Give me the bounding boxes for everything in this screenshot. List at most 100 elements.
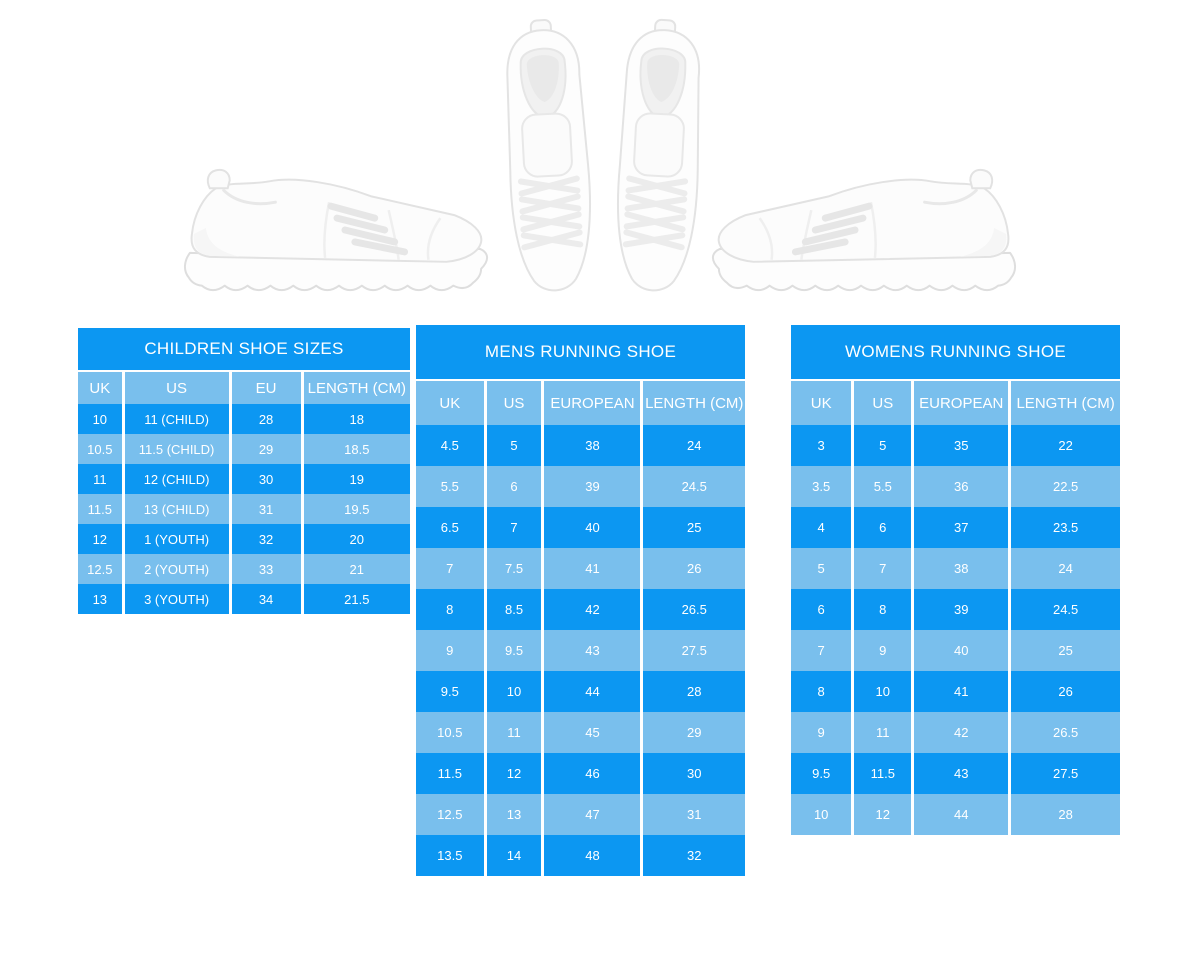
- table-cell: 11 (CHILD): [121, 404, 231, 434]
- table-cell: 3.5: [791, 466, 853, 507]
- table-cell: 23.5: [1008, 507, 1120, 548]
- table-cell: 12.5: [416, 794, 486, 835]
- table-cell: 33: [228, 554, 303, 584]
- table-cell: 3 (YOUTH): [121, 584, 231, 614]
- table-row: 13.5 14 48 32: [416, 835, 745, 876]
- table-cell: 10: [483, 671, 543, 712]
- table-cell: 26: [640, 548, 745, 589]
- table-cell: 28: [228, 404, 303, 434]
- size-table-grid: UK US EUROPEAN LENGTH (CM) 4.5 5 38 24 5.5 6 39 24…: [416, 381, 745, 876]
- table-row: 10 11 (CHILD) 28 18: [78, 404, 410, 434]
- table-cell: 31: [640, 794, 745, 835]
- table-cell: 46: [541, 753, 642, 794]
- table-cell: 4: [791, 507, 853, 548]
- table-cell: 19.5: [300, 494, 410, 524]
- column-header: UK: [416, 381, 486, 425]
- table-cell: 42: [911, 712, 1010, 753]
- table-header-row: UK US EU LENGTH (CM): [78, 372, 410, 404]
- table-cell: 32: [640, 835, 745, 876]
- table-row: 7 7.5 41 26: [416, 548, 745, 589]
- table-row: 5 7 38 24: [791, 548, 1120, 589]
- table-row: 10.5 11 45 29: [416, 712, 745, 753]
- table-cell: 22: [1008, 425, 1120, 466]
- table-cell: 13 (CHILD): [121, 494, 231, 524]
- table-row: 5.5 6 39 24.5: [416, 466, 745, 507]
- table-row: 12 1 (YOUTH) 32 20: [78, 524, 410, 554]
- table-cell: 11: [851, 712, 913, 753]
- table-cell: 32: [228, 524, 303, 554]
- column-header: LENGTH (CM): [300, 372, 410, 404]
- table-cell: 11: [483, 712, 543, 753]
- table-cell: 8: [416, 589, 486, 630]
- table-cell: 27.5: [640, 630, 745, 671]
- table-cell: 24.5: [1008, 589, 1120, 630]
- table-cell: 38: [541, 425, 642, 466]
- table-cell: 43: [541, 630, 642, 671]
- table-cell: 31: [228, 494, 303, 524]
- column-header: US: [851, 381, 913, 425]
- table-cell: 12: [483, 753, 543, 794]
- table-cell: 13: [483, 794, 543, 835]
- table-cell: 2 (YOUTH): [121, 554, 231, 584]
- table-row: 9 9.5 43 27.5: [416, 630, 745, 671]
- table-cell: 7.5: [483, 548, 543, 589]
- table-cell: 7: [791, 630, 853, 671]
- table-cell: 29: [640, 712, 745, 753]
- table-cell: 11.5: [851, 753, 913, 794]
- table-cell: 30: [228, 464, 303, 494]
- table-cell: 5.5: [416, 466, 486, 507]
- table-row: 4 6 37 23.5: [791, 507, 1120, 548]
- table-cell: 24.5: [640, 466, 745, 507]
- table-cell: 40: [911, 630, 1010, 671]
- table-cell: 12.5: [78, 554, 124, 584]
- column-header: UK: [78, 372, 124, 404]
- column-header: EUROPEAN: [911, 381, 1010, 425]
- womens-running-shoe-table: WOMENS RUNNING SHOE UK US EUROPEAN LENGTH (…: [791, 325, 1120, 835]
- table-cell: 6: [483, 466, 543, 507]
- table-row: 8 8.5 42 26.5: [416, 589, 745, 630]
- table-cell: 30: [640, 753, 745, 794]
- sneaker-side-left-image: [183, 168, 488, 292]
- table-row: 11.5 12 46 30: [416, 753, 745, 794]
- table-cell: 11.5: [416, 753, 486, 794]
- table-cell: 9.5: [483, 630, 543, 671]
- table-cell: 10: [78, 404, 124, 434]
- table-cell: 1 (YOUTH): [121, 524, 231, 554]
- table-cell: 21: [300, 554, 410, 584]
- table-cell: 5: [851, 425, 913, 466]
- table-cell: 26.5: [1008, 712, 1120, 753]
- table-cell: 34: [228, 584, 303, 614]
- table-cell: 22.5: [1008, 466, 1120, 507]
- table-cell: 10: [851, 671, 913, 712]
- table-cell: 24: [1008, 548, 1120, 589]
- mens-running-shoe-table: MENS RUNNING SHOE UK US EUROPEAN LENGTH (CM…: [416, 325, 745, 876]
- sneaker-side-right-image: [702, 158, 1020, 308]
- table-cell: 9: [416, 630, 486, 671]
- table-cell: 42: [541, 589, 642, 630]
- table-cell: 7: [483, 507, 543, 548]
- table-cell: 6: [791, 589, 853, 630]
- table-row: 6.5 7 40 25: [416, 507, 745, 548]
- table-cell: 20: [300, 524, 410, 554]
- table-row: 4.5 5 38 24: [416, 425, 745, 466]
- table-row: 9.5 11.5 43 27.5: [791, 753, 1120, 794]
- table-row: 11.5 13 (CHILD) 31 19.5: [78, 494, 410, 524]
- sneakers-pair-top-view-image: [496, 18, 711, 310]
- table-cell: 29: [228, 434, 303, 464]
- table-cell: 12: [78, 524, 124, 554]
- table-cell: 10.5: [416, 712, 486, 753]
- column-header: UK: [791, 381, 853, 425]
- table-cell: 4.5: [416, 425, 486, 466]
- column-header: LENGTH (CM): [1008, 381, 1120, 425]
- table-cell: 8: [851, 589, 913, 630]
- table-cell: 6: [851, 507, 913, 548]
- table-cell: 12 (CHILD): [121, 464, 231, 494]
- table-cell: 26: [1008, 671, 1120, 712]
- table-cell: 24: [640, 425, 745, 466]
- table-cell: 9: [791, 712, 853, 753]
- table-cell: 28: [640, 671, 745, 712]
- table-cell: 13.5: [416, 835, 486, 876]
- table-row: 13 3 (YOUTH) 34 21.5: [78, 584, 410, 614]
- table-row: 9.5 10 44 28: [416, 671, 745, 712]
